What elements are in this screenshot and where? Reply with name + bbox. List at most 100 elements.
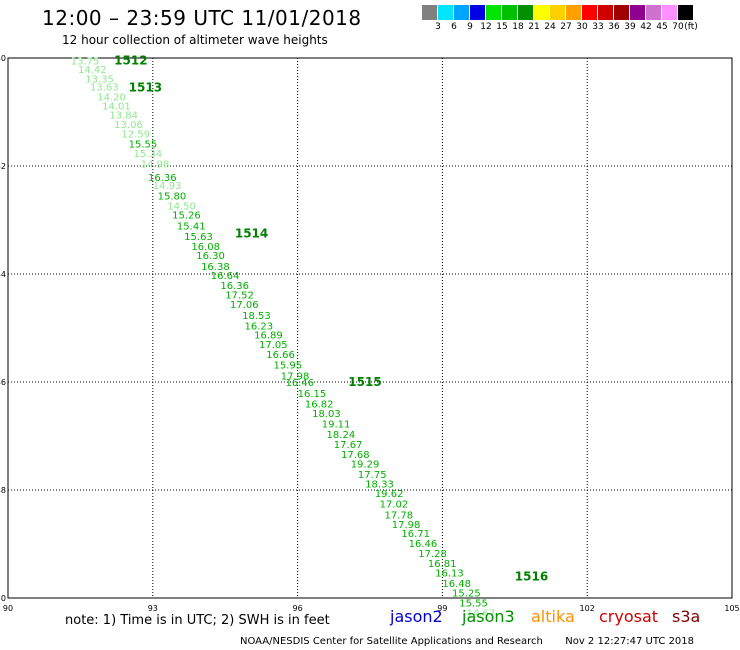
colorbar-label: 12 bbox=[480, 22, 492, 32]
swh-value: 15.55 bbox=[459, 598, 488, 609]
x-tick-label: 90 bbox=[3, 604, 13, 613]
swh-value: 17.06 bbox=[230, 300, 259, 311]
footer-credit: NOAA/NESDIS Center for Satellite Applica… bbox=[240, 636, 543, 647]
swh-value: 17.02 bbox=[380, 500, 409, 511]
swh-value: 16.23 bbox=[245, 321, 274, 332]
colorbar-label: 33 bbox=[592, 22, 604, 32]
swh-value: 16.66 bbox=[266, 350, 295, 361]
swh-value: 12.59 bbox=[121, 130, 150, 141]
colorbar-swatch bbox=[518, 5, 534, 20]
swh-value: 17.52 bbox=[225, 291, 254, 302]
swh-value: 16.82 bbox=[305, 400, 334, 411]
colorbar-label: 21 bbox=[528, 22, 540, 32]
colorbar-label: 6 bbox=[451, 22, 457, 32]
swh-value: 18.03 bbox=[312, 409, 341, 420]
swh-value: 16.46 bbox=[286, 378, 315, 389]
colorbar-swatch bbox=[486, 5, 502, 20]
swh-value: 14.01 bbox=[102, 102, 131, 113]
colorbar bbox=[422, 5, 694, 20]
swh-value: 15.80 bbox=[158, 192, 187, 203]
footer: NOAA/NESDIS Center for Satellite Applica… bbox=[240, 636, 694, 647]
legend-cryosat: cryosat bbox=[599, 607, 659, 626]
colorbar-label: 9 bbox=[467, 22, 473, 32]
swh-value: 16.36 bbox=[148, 173, 177, 184]
swh-value: 17.78 bbox=[384, 510, 413, 521]
legend-s3a: s3a bbox=[672, 607, 701, 626]
colorbar-swatch bbox=[438, 5, 454, 20]
x-tick-label: 105 bbox=[724, 604, 739, 613]
footer-timestamp: Nov 2 12:27:47 UTC 2018 bbox=[565, 636, 695, 647]
colorbar-unit: (ft) bbox=[684, 22, 698, 32]
swh-value: 15.34 bbox=[133, 149, 162, 160]
pass-label: 1512 bbox=[114, 54, 147, 68]
colorbar-label: 70 bbox=[672, 22, 684, 32]
pass-label: 1514 bbox=[235, 227, 268, 241]
swh-value: 13.35 bbox=[85, 75, 114, 86]
y-tick-label: -46 bbox=[0, 378, 6, 387]
swh-value: 13.84 bbox=[109, 111, 138, 122]
swh-value: 18.33 bbox=[365, 480, 394, 491]
y-tick-label: -50 bbox=[0, 594, 6, 603]
colorbar-swatch bbox=[614, 5, 630, 20]
map-title: 12:00 – 23:59 UTC 11/01/2018 bbox=[42, 6, 362, 30]
swh-value: 15.41 bbox=[177, 221, 206, 232]
swh-value: 15.25 bbox=[452, 589, 481, 600]
colorbar-swatch bbox=[598, 5, 614, 20]
swh-value: 18.24 bbox=[327, 430, 356, 441]
swh-value: 19.29 bbox=[351, 460, 380, 471]
colorbar-swatch bbox=[422, 5, 438, 20]
swh-value: 14.20 bbox=[97, 92, 126, 103]
swh-value: 14.50 bbox=[167, 201, 196, 212]
colorbar-label: 42 bbox=[640, 22, 652, 32]
swh-value: 19.11 bbox=[322, 420, 351, 431]
swh-value: 16.64 bbox=[211, 271, 240, 282]
colorbar-label: 36 bbox=[608, 22, 620, 32]
swh-value: 15.55 bbox=[129, 139, 158, 150]
colorbar-swatch bbox=[646, 5, 662, 20]
swh-value: 16.13 bbox=[435, 569, 464, 580]
colorbar-label: 39 bbox=[624, 22, 636, 32]
units-note: note: 1) Time is in UTC; 2) SWH is in fe… bbox=[65, 613, 330, 628]
swh-value: 13.75 bbox=[71, 57, 100, 68]
swh-value: 14.98 bbox=[141, 159, 170, 170]
swh-value: 13.63 bbox=[90, 83, 119, 94]
swh-value: 17.67 bbox=[334, 440, 363, 451]
swh-value: 13.06 bbox=[114, 120, 143, 131]
x-tick-label: 93 bbox=[148, 604, 158, 613]
pass-label: 1515 bbox=[348, 375, 381, 389]
y-tick-label: -44 bbox=[0, 270, 6, 279]
colorbar-swatch bbox=[502, 5, 518, 20]
colorbar-swatch bbox=[534, 5, 550, 20]
colorbar-label: 24 bbox=[544, 22, 556, 32]
colorbar-label: 45 bbox=[656, 22, 668, 32]
swh-value: 14.67 bbox=[467, 609, 496, 620]
x-tick-label: 96 bbox=[293, 604, 303, 613]
swh-value: 16.30 bbox=[196, 251, 225, 262]
y-tick-label: -40 bbox=[0, 54, 6, 63]
pass-label: 1513 bbox=[129, 81, 162, 95]
legend-jason2: jason2 bbox=[390, 607, 443, 626]
swh-value: 17.98 bbox=[281, 372, 310, 383]
swh-value: 17.28 bbox=[418, 549, 447, 560]
swh-value: 17.05 bbox=[259, 340, 288, 351]
swh-value: 16.71 bbox=[401, 529, 430, 540]
swh-value: 17.98 bbox=[392, 520, 421, 531]
legend-altika: altika bbox=[531, 607, 575, 626]
colorbar-label: 30 bbox=[576, 22, 588, 32]
swh-value: 16.15 bbox=[298, 389, 327, 400]
swh-value: 16.46 bbox=[409, 539, 438, 550]
swh-value: 19.62 bbox=[375, 489, 404, 500]
colorbar-label: 27 bbox=[560, 22, 572, 32]
y-tick-label: -48 bbox=[0, 486, 6, 495]
colorbar-swatch bbox=[454, 5, 470, 20]
y-tick-label: -42 bbox=[0, 162, 6, 171]
colorbar-labels: 3 6 9 12 15 18 21 24 27 30 33 36 39 42 45 70 (ft) bbox=[0, 22, 740, 36]
colorbar-label: 18 bbox=[512, 22, 524, 32]
swh-value: 16.89 bbox=[254, 330, 283, 341]
swh-value: 17.68 bbox=[341, 450, 370, 461]
colorbar-label: 15 bbox=[496, 22, 508, 32]
swh-value: 16.48 bbox=[442, 579, 471, 590]
map-subtitle: 12 hour collection of altimeter wave hei… bbox=[62, 33, 328, 47]
colorbar-swatch bbox=[550, 5, 566, 20]
